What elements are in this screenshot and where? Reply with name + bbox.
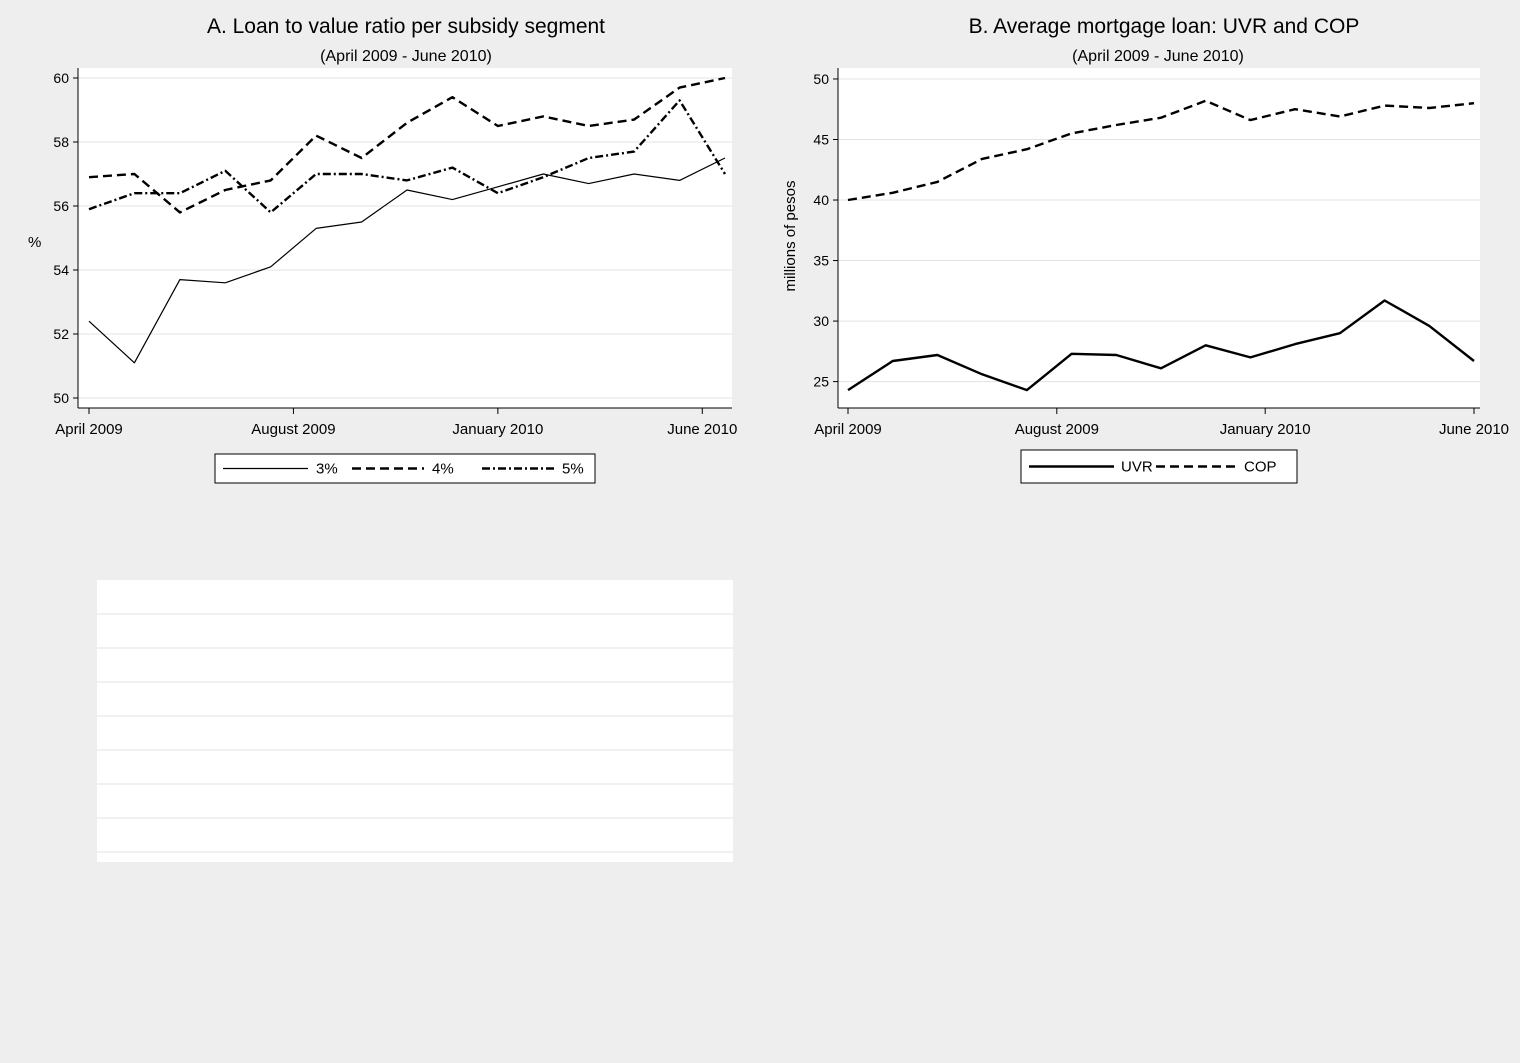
- chart-1-x-tick-label: January 2010: [1220, 421, 1311, 438]
- blank-panel-background: [97, 580, 733, 862]
- chart-1-legend-label: UVR: [1121, 459, 1153, 476]
- chart-b-gridlines: [838, 78, 1480, 383]
- chart-0-legend-label: 3%: [316, 461, 338, 478]
- chart-1-series-line-0: [847, 299, 1475, 392]
- chart-1-y-tick-label: 30: [813, 313, 829, 329]
- chart-0-series-line-0: [88, 157, 726, 364]
- chart-0-series-line-2: [88, 99, 727, 214]
- chart-1-y-tick-label: 40: [813, 192, 829, 208]
- chart-1-x-tick-label: April 2009: [814, 421, 882, 438]
- chart-0-legend-label: 4%: [432, 461, 454, 478]
- blank-panel: [97, 580, 733, 862]
- chart-b-y-axis-title: millions of pesos: [782, 181, 799, 292]
- chart-b-title: B. Average mortgage loan: UVR and COP: [969, 15, 1360, 38]
- chart-a-gridlines: [78, 77, 732, 399]
- chart-1-series-line-1: [847, 99, 1475, 202]
- chart-0-y-tick-label: 54: [53, 262, 69, 278]
- chart-a-legend: 3% 4% 5%: [214, 453, 596, 484]
- chart-0-y-tick-label: 56: [53, 198, 69, 214]
- chart-0-y-tick-label: 50: [53, 390, 69, 406]
- chart-1-legend-label: COP: [1244, 459, 1277, 476]
- chart-b-plot-area: [838, 68, 1480, 408]
- chart-0-y-tick-label: 58: [53, 134, 69, 150]
- chart-1-x-tick-label: June 2010: [1439, 421, 1509, 438]
- chart-a-series-layer: [88, 76, 727, 364]
- chart-b-axes: 25 30 35 40 45 50 April 2009 August 2009 January…: [813, 68, 1509, 438]
- chart-a-axes: 50 52 54 56 58 60 April 2009 August 2009 January…: [53, 68, 737, 438]
- chart-0-x-tick-label: August 2009: [251, 421, 335, 438]
- chart-0-legend-label: 5%: [562, 461, 584, 478]
- chart-1-y-tick-label: 50: [813, 71, 829, 87]
- chart-0-x-tick-label: January 2010: [452, 421, 543, 438]
- chart-0-x-tick-label: June 2010: [667, 421, 737, 438]
- chart-b-series-layer: [847, 99, 1475, 392]
- chart-1-y-tick-label: 35: [813, 253, 829, 269]
- chart-panel-a: A. Loan to value ratio per subsidy segme…: [28, 15, 737, 484]
- chart-0-y-tick-label: 52: [53, 326, 69, 342]
- chart-0-x-tick-label: April 2009: [55, 421, 123, 438]
- chart-a-y-axis-title: %: [28, 234, 41, 251]
- chart-a-title: A. Loan to value ratio per subsidy segme…: [207, 15, 605, 38]
- chart-0-series-line-1: [88, 76, 726, 214]
- chart-panel-b: B. Average mortgage loan: UVR and COP (A…: [782, 15, 1509, 484]
- chart-b-subtitle: (April 2009 - June 2010): [1072, 48, 1244, 65]
- chart-b-legend: UVR COP: [1020, 449, 1298, 484]
- blank-panel-lines: [97, 613, 733, 853]
- chart-a-subtitle: (April 2009 - June 2010): [320, 48, 492, 65]
- chart-1-y-tick-label: 45: [813, 131, 829, 147]
- chart-1-y-tick-label: 25: [813, 374, 829, 390]
- chart-0-y-tick-label: 60: [53, 70, 69, 86]
- chart-1-x-tick-label: August 2009: [1015, 421, 1099, 438]
